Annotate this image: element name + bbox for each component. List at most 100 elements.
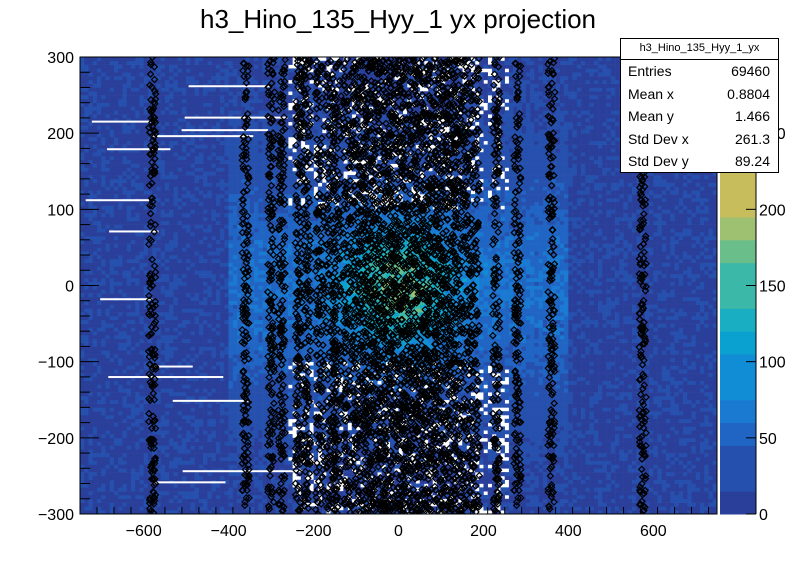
heatmap-cell [156, 475, 161, 481]
heatmap-cell [130, 376, 136, 382]
heatmap-cell [190, 235, 195, 241]
heatmap-cell [88, 468, 94, 473]
heatmap-cell [203, 445, 208, 450]
heatmap-cell [186, 64, 191, 69]
heatmap-cell [88, 411, 94, 416]
heatmap-cell [215, 235, 221, 241]
heatmap-cell [84, 239, 89, 244]
heatmap-cell [152, 87, 157, 92]
heatmap-cell [84, 395, 89, 401]
heatmap-cell [164, 449, 170, 454]
heatmap-cell [143, 388, 149, 393]
heatmap-cell [211, 293, 217, 298]
heatmap-cell [101, 434, 106, 439]
heatmap-cell [220, 498, 225, 503]
heatmap-cell [101, 315, 106, 321]
heatmap-cell [181, 411, 187, 416]
heatmap-cell [164, 258, 170, 263]
heatmap-cell [169, 304, 174, 309]
heatmap-cell [232, 323, 238, 328]
heatmap-cell [211, 60, 217, 65]
heatmap-cell [130, 232, 136, 237]
heatmap-cell [207, 205, 212, 210]
heatmap-cell [215, 76, 221, 81]
heatmap-cell [135, 414, 140, 420]
heatmap-cell [220, 178, 225, 183]
heatmap-cell [198, 376, 204, 382]
heatmap-cell [92, 323, 98, 328]
heatmap-cell [92, 129, 98, 134]
heatmap-cell [190, 277, 195, 282]
heatmap-cell [135, 392, 140, 397]
heatmap-cell [177, 453, 183, 458]
heatmap-cell [203, 247, 208, 252]
heatmap-cell [96, 186, 102, 191]
heatmap-cell [211, 437, 217, 442]
heatmap-cell [249, 483, 255, 488]
heatmap-cell [181, 475, 187, 481]
heatmap-cell [198, 201, 204, 206]
heatmap-cell [198, 392, 204, 397]
heatmap-cell [207, 121, 212, 126]
heatmap-cell [139, 243, 144, 248]
heatmap-cell [249, 460, 255, 465]
heatmap-cell [96, 83, 102, 88]
heatmap-cell [194, 315, 200, 321]
heatmap-cell [215, 114, 221, 119]
heatmap-cell [224, 243, 229, 248]
heatmap-cell [254, 327, 259, 332]
heatmap-cell [190, 60, 195, 65]
heatmap-cell [109, 350, 115, 355]
heatmap-cell [139, 190, 144, 195]
heatmap-cell [249, 255, 255, 260]
heatmap-cell [203, 194, 208, 199]
heatmap-cell [152, 373, 157, 378]
heatmap-cell [92, 258, 98, 263]
heatmap-cell [139, 209, 144, 214]
heatmap-cell [118, 270, 123, 275]
heatmap-cell [198, 357, 204, 362]
heatmap-cell [122, 354, 128, 359]
heatmap-cell [194, 209, 200, 214]
heatmap-cell [241, 243, 246, 248]
heatmap-cell [237, 194, 242, 199]
heatmap-cell [186, 144, 191, 149]
heatmap-cell [245, 403, 251, 408]
heatmap-cell [198, 506, 204, 511]
heatmap-cell [169, 72, 174, 77]
heatmap-cell [80, 445, 85, 450]
heatmap-cell [88, 395, 94, 401]
heatmap-cell [237, 186, 242, 191]
heatmap-cell [96, 121, 102, 126]
heatmap-cell [109, 64, 115, 69]
heatmap-cell [194, 434, 200, 439]
heatmap-cell [173, 437, 178, 442]
heatmap-cell [101, 129, 106, 134]
heatmap-cell [130, 175, 136, 180]
heatmap-cell [254, 220, 259, 225]
heatmap-cell [207, 346, 212, 351]
heatmap-cell [88, 388, 94, 393]
heatmap-cell [156, 342, 161, 347]
heatmap-cell [130, 216, 136, 222]
heatmap-cell [160, 289, 166, 294]
heatmap-cell [96, 247, 102, 252]
heatmap-cell [224, 296, 229, 302]
heatmap-cell [80, 178, 85, 183]
heatmap-cell [92, 369, 98, 374]
heatmap-cell [181, 335, 187, 340]
heatmap-cell [101, 449, 106, 454]
heatmap-cell [92, 494, 98, 500]
heatmap-cell [249, 327, 255, 332]
heatmap-cell [186, 300, 191, 305]
heatmap-cell [118, 178, 123, 183]
heatmap-cell [249, 510, 255, 514]
heatmap-cell [139, 304, 144, 309]
heatmap-cell [173, 414, 178, 420]
heatmap-cell [156, 72, 161, 77]
heatmap-cell [232, 422, 238, 427]
heatmap-cell [139, 57, 144, 62]
heatmap-cell [92, 175, 98, 180]
heatmap-cell [109, 156, 115, 161]
heatmap-cell [101, 384, 106, 389]
